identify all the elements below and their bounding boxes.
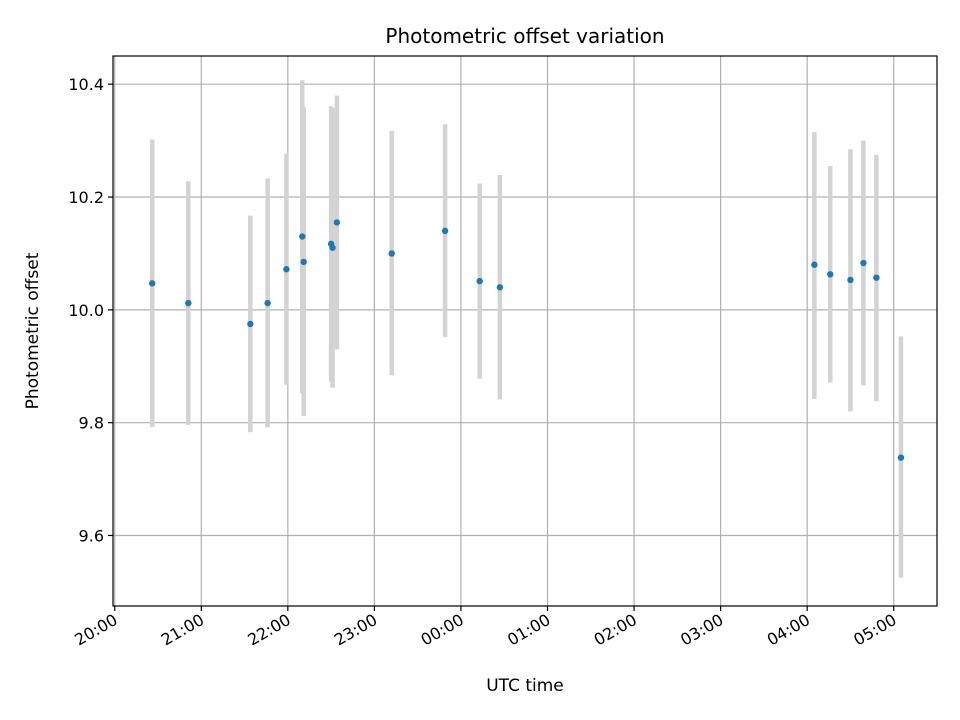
x-tick-label: 23:00 bbox=[331, 610, 380, 650]
data-point bbox=[847, 276, 854, 284]
data-point bbox=[283, 266, 290, 273]
y-tick-label: 10.4 bbox=[68, 75, 104, 94]
x-tick-label: 22:00 bbox=[244, 610, 293, 650]
y-tick-label: 10.2 bbox=[68, 188, 104, 207]
error-bars bbox=[149, 80, 904, 578]
data-point bbox=[333, 219, 341, 226]
chart-title: Photometric offset variation bbox=[385, 24, 664, 48]
x-axis-label: UTC time bbox=[486, 676, 564, 696]
data-point bbox=[873, 274, 880, 281]
data-point bbox=[441, 227, 449, 235]
data-point bbox=[149, 280, 156, 287]
x-tick-label: 02:00 bbox=[591, 610, 640, 650]
data-points bbox=[149, 219, 905, 461]
x-tick-label: 03:00 bbox=[677, 610, 726, 650]
y-tick-label: 9.6 bbox=[79, 526, 104, 545]
data-point bbox=[329, 244, 336, 251]
plot-frame bbox=[112, 55, 938, 607]
y-tick-label: 9.8 bbox=[79, 414, 104, 433]
y-tick-label: 10.0 bbox=[68, 301, 104, 320]
data-point bbox=[496, 284, 504, 291]
x-tick-label: 01:00 bbox=[504, 610, 553, 650]
data-point bbox=[811, 261, 818, 268]
x-tick-label: 05:00 bbox=[850, 610, 899, 650]
data-point bbox=[299, 233, 306, 240]
data-point bbox=[388, 250, 395, 257]
data-point bbox=[247, 320, 254, 328]
y-axis-label: Photometric offset bbox=[23, 252, 43, 409]
data-point bbox=[897, 454, 905, 461]
x-tick-label: 21:00 bbox=[158, 610, 207, 650]
x-tick-label: 04:00 bbox=[764, 610, 813, 650]
data-point bbox=[860, 259, 867, 267]
data-point bbox=[300, 258, 307, 266]
x-tick-label: 00:00 bbox=[418, 610, 467, 650]
y-axis: 9.6 9.8 10.0 10.2 10.4 bbox=[68, 75, 113, 545]
x-tick-label: 20:00 bbox=[71, 610, 120, 650]
data-point bbox=[476, 277, 483, 285]
data-point bbox=[264, 299, 271, 307]
data-point bbox=[185, 299, 192, 307]
x-axis: 20:00 21:00 22:00 23:00 00:00 01:00 02:00 03:00… bbox=[71, 606, 900, 650]
data-point bbox=[827, 271, 834, 278]
